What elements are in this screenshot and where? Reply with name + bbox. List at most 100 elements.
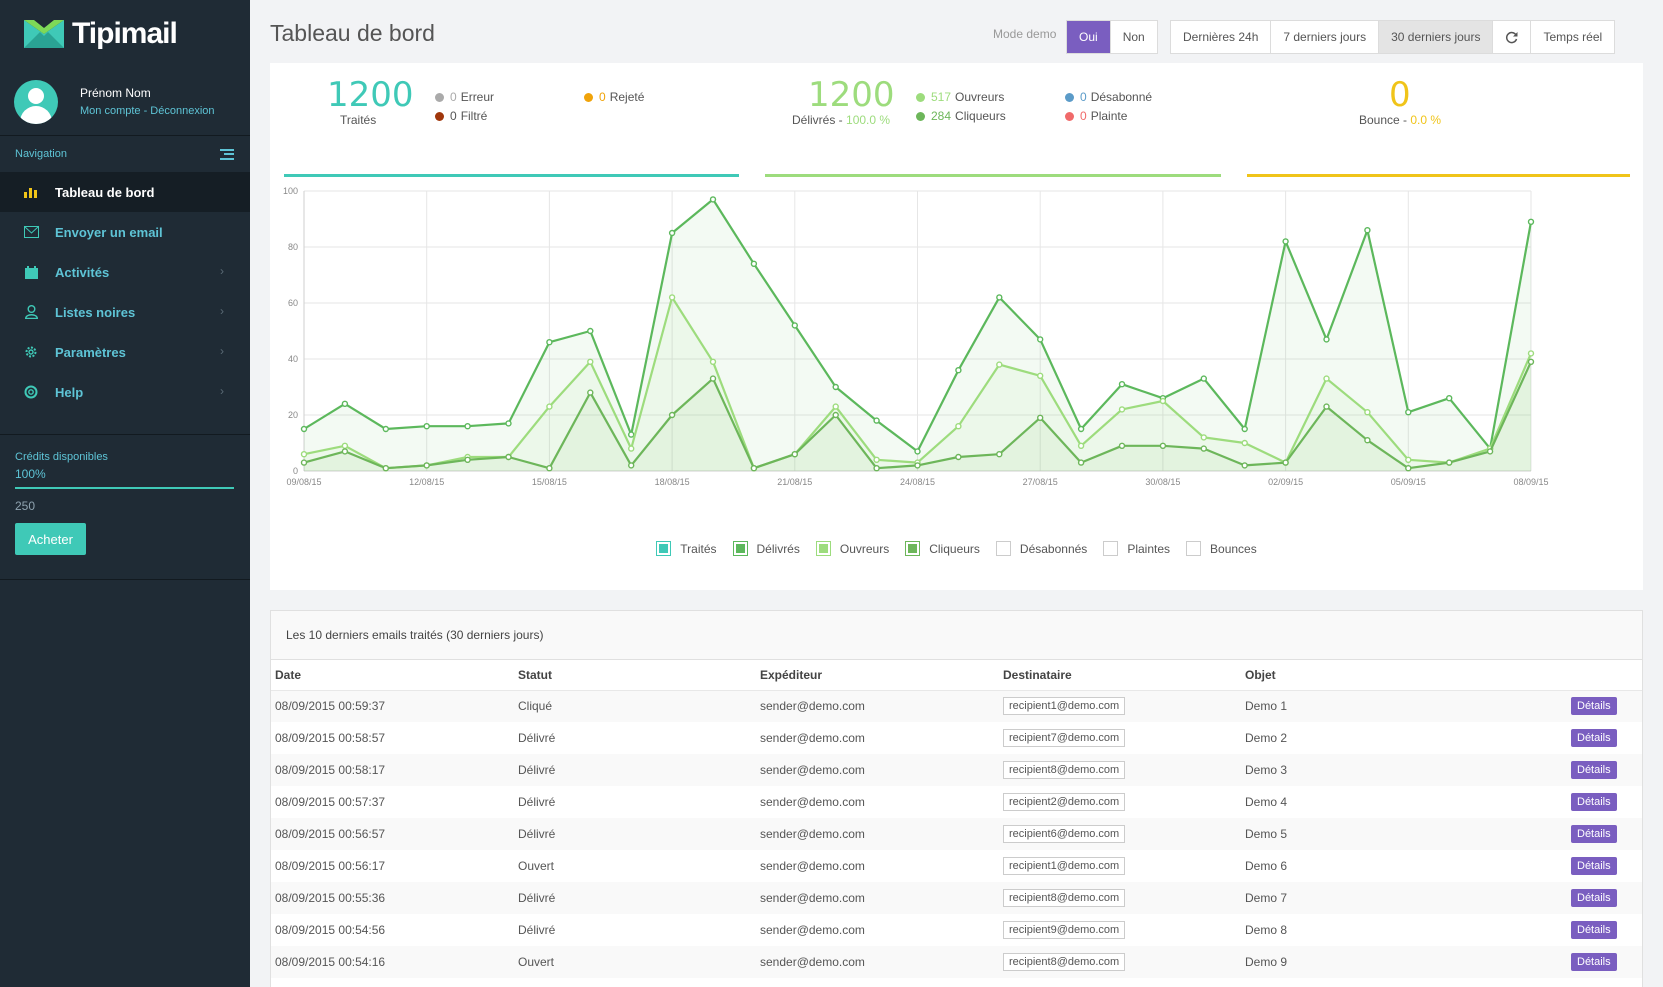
menu-toggle-icon[interactable] (220, 148, 234, 160)
series-area (304, 361, 1531, 471)
details-button[interactable]: Détails (1571, 857, 1617, 875)
nav-item-blacklists[interactable]: Listes noires › (0, 292, 250, 332)
cell-recipient[interactable]: recipient1@demo.com (1003, 697, 1126, 716)
unsubscribed-dot (1065, 92, 1074, 102)
legend-item[interactable]: Ouvreurs (815, 541, 889, 556)
table-row[interactable]: 08/09/2015 00:58:57 Délivré sender@demo.co… (271, 722, 1642, 754)
column-header[interactable]: Expéditeur (756, 660, 999, 691)
cell-status: Ouvert (518, 859, 555, 873)
details-button[interactable]: Détails (1571, 825, 1617, 843)
table-cell: Délivré (514, 722, 756, 754)
data-point (1118, 442, 1126, 449)
table-cell: 08/09/2015 00:56:17 (271, 850, 514, 882)
legend-item[interactable]: Cliqueurs (905, 541, 980, 556)
range-7d-button[interactable]: 7 derniers jours (1270, 21, 1378, 53)
demo-yes-button[interactable]: Oui (1067, 21, 1110, 53)
column-header[interactable]: Destinataire (999, 660, 1241, 691)
details-button[interactable]: Détails (1571, 889, 1617, 907)
legend-checkbox[interactable] (995, 541, 1011, 556)
y-tick-label: 80 (288, 242, 298, 252)
table-cell: Délivré (514, 786, 756, 818)
cell-date: 08/09/2015 00:59:37 (275, 699, 386, 714)
table-row[interactable]: 08/09/2015 00:55:36 Délivré sender@demo.co… (271, 882, 1642, 914)
refresh-button[interactable] (1492, 21, 1530, 53)
legend-checkbox[interactable] (1186, 541, 1202, 556)
data-point (1200, 445, 1207, 452)
legend-item[interactable]: Désabonnés (995, 541, 1087, 556)
profile-links[interactable]: Mon compte - Déconnexion (80, 104, 215, 117)
bounce-percent: 0.0 % (1410, 113, 1442, 127)
details-button[interactable]: Détails (1571, 793, 1617, 811)
cell-recipient[interactable]: recipient8@demo.com (1003, 889, 1126, 907)
cell-sender: sender@demo.com (760, 827, 865, 841)
table-row[interactable]: 08/09/2015 00:54:16 Ouvert sender@demo.com… (271, 946, 1642, 978)
legend-checkbox[interactable] (1103, 541, 1119, 556)
details-button[interactable]: Détails (1571, 921, 1617, 939)
details-button[interactable]: Détails (1571, 953, 1617, 971)
data-point (628, 431, 635, 438)
cell-recipient[interactable]: recipient6@demo.com (1003, 825, 1126, 843)
demo-no-button[interactable]: Non (1109, 21, 1157, 53)
cell-recipient[interactable]: recipient8@demo.com (1003, 761, 1126, 779)
legend-checkbox[interactable] (815, 541, 831, 556)
table-row[interactable]: 08/09/2015 00:54:56 Délivré sender@demo.co… (271, 914, 1642, 946)
table-cell: Délivré (514, 818, 756, 850)
cell-date: 08/09/2015 00:57:37 (275, 795, 386, 809)
realtime-button[interactable]: Temps réel (1530, 21, 1614, 53)
table-row[interactable]: 08/09/2015 00:57:37 Délivré sender@demo.co… (271, 786, 1642, 818)
buy-button[interactable]: Acheter (15, 523, 86, 555)
data-point (873, 465, 880, 472)
cell-recipient[interactable]: recipient2@demo.com (1003, 793, 1126, 811)
column-header[interactable]: Objet (1241, 660, 1567, 691)
column-header[interactable]: Date (271, 660, 514, 691)
nav-item-help[interactable]: Help › (0, 372, 250, 412)
column-header[interactable]: Statut (514, 660, 756, 691)
legend-checkbox[interactable] (656, 541, 672, 556)
table-cell: 08/09/2015 00:56:57 (271, 818, 514, 850)
table-cell: recipient8@demo.com (999, 946, 1241, 978)
nav-item-dashboard[interactable]: Tableau de bord (0, 172, 250, 212)
range-24h-button[interactable]: Dernières 24h (1183, 30, 1259, 44)
cell-recipient[interactable]: recipient7@demo.com (1003, 729, 1126, 747)
legend-item[interactable]: Bounces (1186, 541, 1257, 556)
details-button[interactable]: Détails (1571, 729, 1617, 747)
legend-item[interactable]: Traités (656, 541, 717, 556)
table-row[interactable]: 08/09/2015 00:59:37 Cliqué sender@demo.com… (271, 690, 1642, 722)
legend-checkbox[interactable] (732, 541, 748, 556)
y-tick-label: 40 (288, 354, 298, 364)
details-button[interactable]: Détails (1571, 697, 1617, 716)
cell-recipient[interactable]: recipient8@demo.com (1003, 953, 1126, 971)
legend-label: Bounces (1210, 541, 1257, 556)
range-30d-button[interactable]: 30 derniers jours (1378, 21, 1493, 53)
table-cell: recipient7@demo.com (999, 722, 1241, 754)
table-row[interactable]: 08/09/2015 00:56:57 Délivré sender@demo.co… (271, 818, 1642, 850)
data-point (1077, 459, 1085, 466)
nav-item-activities[interactable]: Activités › (0, 252, 250, 292)
table-cell: recipient9@demo.com (999, 914, 1241, 946)
data-point (1077, 425, 1085, 433)
openers-dot (916, 92, 925, 102)
data-point (1323, 375, 1330, 382)
legend-item[interactable]: Délivrés (732, 541, 800, 556)
data-point (832, 403, 839, 410)
avatar[interactable] (14, 79, 58, 124)
cell-status: Ouvert (518, 955, 555, 969)
brand[interactable]: Tipimail (0, 0, 250, 68)
nav-item-label: Tableau de bord (55, 184, 155, 200)
table-cell: sender@demo.com (756, 946, 999, 978)
delivered-label: Délivrés - 100.0 % (792, 113, 891, 127)
data-point (668, 294, 676, 301)
legend-item[interactable]: Plaintes (1103, 541, 1170, 556)
table-cell: Détails (1567, 786, 1642, 818)
table-row[interactable]: 08/09/2015 00:56:17 Ouvert sender@demo.com… (271, 850, 1642, 882)
cell-recipient[interactable]: recipient9@demo.com (1003, 921, 1126, 939)
nav-item-settings[interactable]: Paramètres › (0, 332, 250, 372)
details-button[interactable]: Détails (1571, 761, 1617, 779)
table-row[interactable]: 08/09/2015 00:58:17 Délivré sender@demo.co… (271, 754, 1642, 786)
credits-title: Crédits disponibles (15, 451, 108, 463)
legend-checkbox[interactable] (905, 541, 921, 556)
cell-recipient[interactable]: recipient1@demo.com (1003, 857, 1126, 875)
nav-item-send-email[interactable]: Envoyer un email (0, 212, 250, 252)
recent-emails-card: Les 10 derniers emails traités (30 derni… (270, 610, 1643, 987)
data-point (300, 459, 308, 466)
